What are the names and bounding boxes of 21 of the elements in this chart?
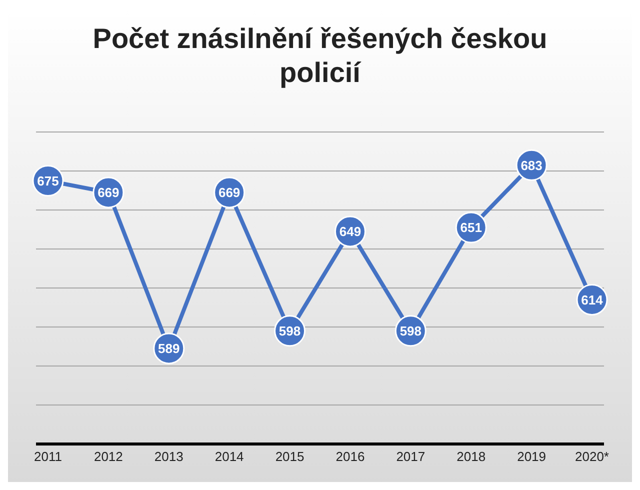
data-label: 589 (158, 341, 180, 356)
data-label: 675 (37, 173, 59, 188)
x-tick-label: 2016 (336, 449, 365, 464)
x-tick-label: 2017 (396, 449, 426, 464)
data-label: 614 (581, 292, 604, 308)
x-tick-label: 2011 (34, 449, 62, 464)
data-label: 598 (278, 324, 301, 339)
x-tick-label: 2020* (575, 449, 609, 464)
x-tick-label: 2015 (275, 449, 304, 464)
data-label: 649 (339, 224, 362, 240)
x-tick-label: 2013 (154, 449, 184, 464)
data-label: 683 (520, 158, 542, 173)
x-tick-label: 2012 (94, 449, 123, 464)
data-label: 651 (460, 220, 482, 236)
data-label: 669 (98, 185, 120, 200)
data-label: 598 (400, 324, 422, 339)
chart-title: Počet znásilnění řešených českou policií (92, 22, 548, 90)
data-label: 669 (218, 185, 240, 200)
x-tick-label: 2019 (517, 449, 546, 464)
x-tick-label: 2014 (214, 449, 244, 464)
x-tick-label: 2018 (456, 449, 486, 464)
